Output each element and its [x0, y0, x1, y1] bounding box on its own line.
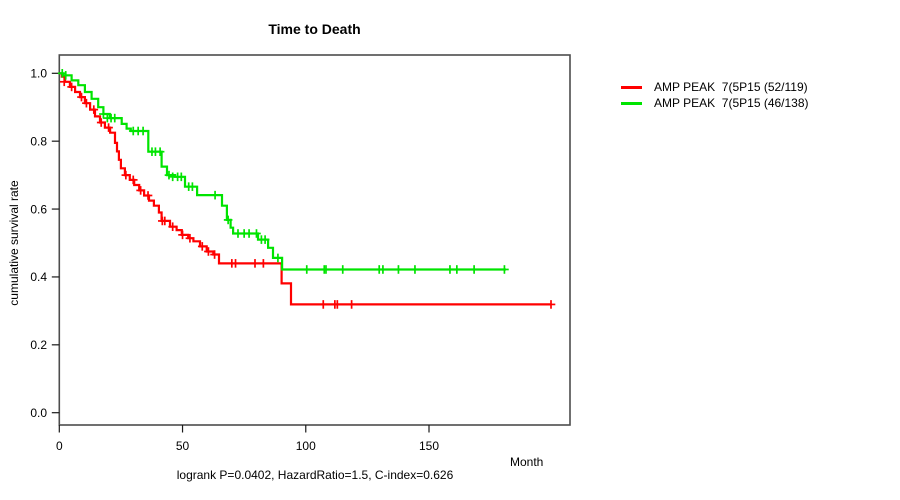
- green-line-swatch: [621, 101, 642, 105]
- y-tick-label: 0.4: [30, 270, 47, 284]
- y-axis-title: cumulative survival rate: [7, 180, 21, 306]
- legend-label-green: AMP PEAK 7(5P15 (46/138): [654, 96, 809, 110]
- x-tick-label: 100: [296, 439, 316, 453]
- y-tick-label: 0.0: [30, 406, 47, 420]
- stats-annotation: logrank P=0.0402, HazardRatio=1.5, C-ind…: [176, 468, 454, 482]
- chart-title: Time to Death: [268, 21, 361, 37]
- y-tick-label: 1.0: [30, 67, 47, 81]
- x-tick-label: 150: [419, 439, 439, 453]
- legend-item-green: AMP PEAK 7(5P15 (46/138): [621, 95, 809, 111]
- x-tick-label: 0: [56, 439, 63, 453]
- y-tick-label: 0.6: [30, 202, 47, 216]
- y-tick-label: 0.2: [30, 338, 47, 352]
- plot-border: [58, 54, 571, 426]
- y-tick-label: 0.8: [30, 134, 47, 148]
- x-tick-label: 50: [176, 439, 190, 453]
- survival-curve-red: [59, 72, 551, 306]
- legend-item-red: AMP PEAK 7(5P15 (52/119): [621, 79, 809, 95]
- legend-label-red: AMP PEAK 7(5P15 (52/119): [654, 80, 808, 94]
- red-line-swatch: [621, 85, 642, 89]
- x-axis-title: Month: [510, 455, 544, 469]
- legend: AMP PEAK 7(5P15 (52/119) AMP PEAK 7(5P15…: [621, 79, 809, 111]
